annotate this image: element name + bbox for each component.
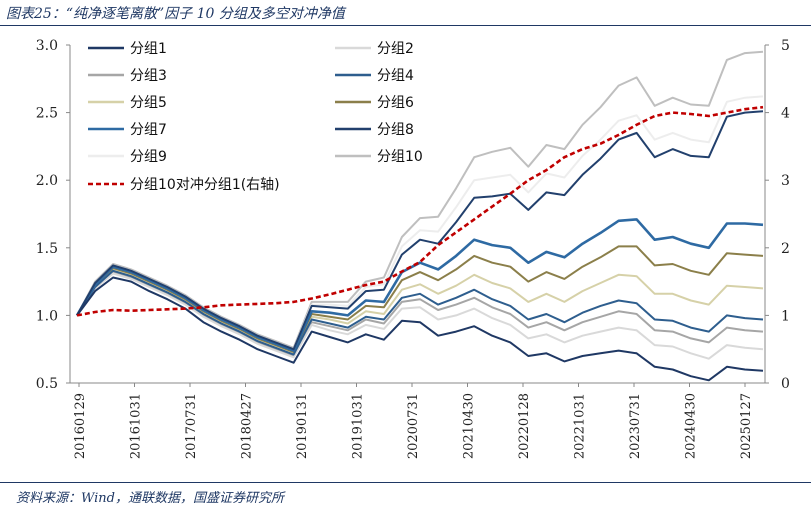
x-tick-label: 20161031	[129, 393, 144, 459]
y2-tick-label: 2	[781, 241, 790, 257]
legend-label-g5: 分组5	[130, 95, 167, 111]
series-line-g9	[76, 95, 764, 351]
legend-label-g4: 分组4	[377, 68, 414, 84]
legend-label-g3: 分组3	[130, 68, 167, 84]
legend-label-g2: 分组2	[377, 41, 414, 57]
x-tick-label: 20180427	[240, 393, 255, 459]
chart-title: 图表25：“纯净逐笔离散”因子 10 分组及多空对冲净值	[6, 6, 345, 22]
x-tick-label: 20200731	[406, 393, 421, 459]
legend-label-g1: 分组1	[130, 41, 167, 57]
y-tick-label: 0.5	[36, 376, 58, 392]
x-tick-label: 20230731	[628, 393, 643, 459]
y2-tick-label: 0	[781, 376, 790, 392]
series-line-g5	[76, 268, 764, 355]
series-line-g10	[76, 50, 764, 349]
legend-label-g8: 分组8	[377, 122, 414, 138]
y2-tick-label: 5	[781, 38, 790, 54]
x-tick-label: 20250127	[739, 393, 754, 459]
footer-rule	[0, 482, 811, 483]
y-tick-label: 2.0	[36, 173, 58, 189]
legend-label-g6: 分组6	[377, 95, 414, 111]
y-tick-label: 1.0	[36, 308, 58, 324]
header-rule	[0, 25, 811, 26]
y-tick-label: 2.5	[36, 106, 58, 122]
y-tick-label: 1.5	[36, 241, 58, 257]
x-tick-label: 20221031	[573, 393, 588, 459]
y-tick-label: 3.0	[36, 38, 58, 54]
legend-label-g7: 分组7	[130, 122, 167, 138]
chart-header: 图表25：“纯净逐笔离散”因子 10 分组及多空对冲净值	[0, 0, 811, 26]
legend-label-g9: 分组9	[130, 149, 167, 165]
legend-label-g10: 分组10	[377, 149, 423, 165]
x-tick-label: 20191031	[351, 393, 366, 459]
series-line-g8	[76, 110, 764, 351]
series-line-g4	[76, 269, 764, 356]
legend-label-ls: 分组10对冲分组1(右轴)	[130, 177, 280, 193]
series-line-g7	[75, 218, 764, 352]
x-tick-label: 20220128	[517, 393, 532, 459]
y2-tick-label: 1	[781, 308, 790, 324]
x-tick-label: 20170731	[184, 393, 199, 459]
series-line-g1	[76, 276, 764, 382]
series-line-ls	[76, 105, 764, 317]
x-tick-label: 20210430	[462, 393, 477, 459]
source-note: 资料来源：Wind，通联数据，国盛证券研究所	[16, 491, 284, 506]
y2-tick-label: 3	[781, 173, 790, 189]
x-tick-label: 20190131	[295, 393, 310, 459]
x-tick-label: 20240430	[684, 393, 699, 459]
series-line-g2	[76, 272, 764, 360]
y2-tick-label: 4	[781, 106, 790, 122]
x-tick-label: 20160129	[73, 393, 88, 459]
